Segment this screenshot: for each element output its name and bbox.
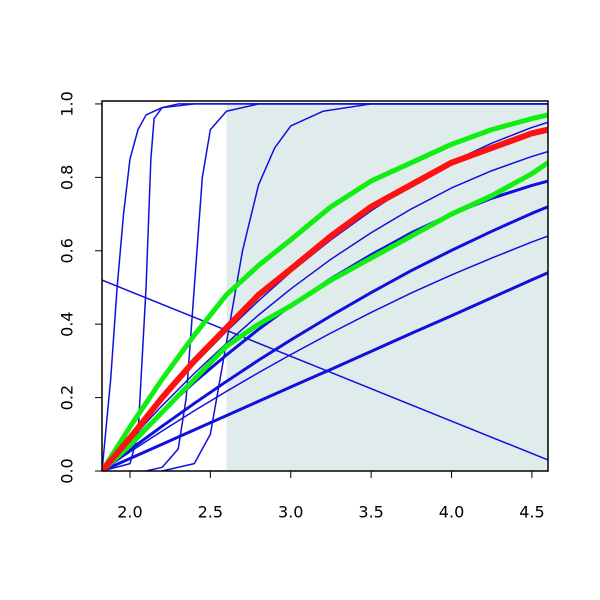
- x-tick-label: 4.0: [439, 503, 464, 522]
- x-tick-label: 3.5: [358, 503, 383, 522]
- curve: [102, 103, 548, 471]
- lines-layer: [102, 103, 548, 471]
- y-tick-label: 0.8: [58, 165, 77, 190]
- shade-layer: [226, 103, 548, 471]
- plot-frame: [101, 100, 549, 472]
- curve: [102, 150, 548, 471]
- curve: [102, 235, 548, 471]
- x-tick-label: 2.0: [117, 503, 142, 522]
- x-tick-label: 2.5: [198, 503, 223, 522]
- y-tick-label: 1.0: [58, 91, 77, 116]
- curve: [145, 103, 548, 471]
- y-tick-label: 0.4: [58, 311, 77, 336]
- curve: [102, 279, 548, 461]
- axes-layer: 2.0 2.5 3.0 3.5 4.0 4.5 0.0 0.2 0.4 0.6 0.8 1.0: [58, 91, 549, 522]
- y-tick-label: 0.6: [58, 238, 77, 263]
- shaded-region: [226, 103, 548, 471]
- curve: [102, 103, 548, 471]
- x-tick-label: 4.5: [519, 503, 544, 522]
- curve: [102, 205, 548, 471]
- curve: [161, 103, 548, 471]
- curve: [102, 160, 548, 471]
- curve: [102, 271, 548, 471]
- curve: [102, 112, 548, 471]
- x-tick-label: 3.0: [278, 503, 303, 522]
- y-tick-label: 0.0: [58, 458, 77, 483]
- curve: [102, 126, 548, 471]
- y-tick-label: 0.2: [58, 385, 77, 410]
